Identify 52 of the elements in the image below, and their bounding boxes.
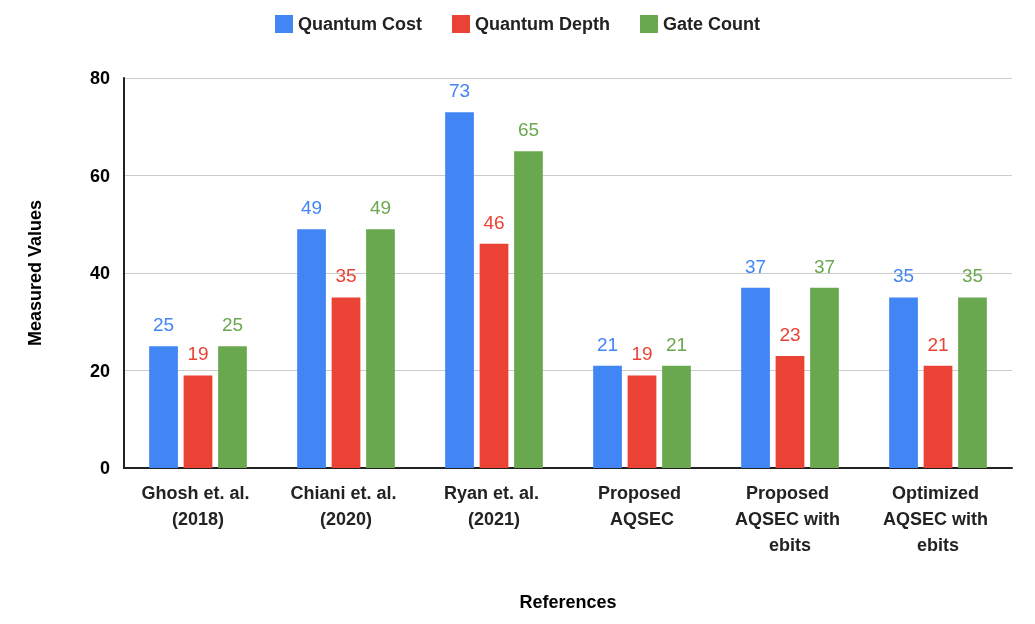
- bar: [593, 365, 622, 468]
- bar: [627, 375, 657, 468]
- legend-label: Quantum Cost: [298, 14, 423, 34]
- y-tick-label: 80: [89, 68, 110, 88]
- bar: [775, 355, 805, 468]
- bar: [958, 297, 987, 468]
- data-label: 35: [961, 265, 984, 287]
- bar: [741, 287, 770, 468]
- data-label: 65: [517, 119, 540, 141]
- bar: [445, 112, 474, 468]
- data-label: 25: [221, 314, 244, 336]
- y-tick-label: 60: [89, 165, 110, 186]
- data-label: 23: [779, 323, 801, 345]
- data-label: 35: [892, 265, 915, 287]
- y-tick-label: 40: [89, 263, 110, 283]
- bar: [810, 287, 839, 468]
- data-label: 49: [300, 197, 323, 219]
- bar: [331, 297, 361, 468]
- data-label: 21: [665, 333, 688, 355]
- y-tick-label: 20: [89, 360, 110, 381]
- bar: [183, 375, 213, 468]
- bar: [662, 365, 691, 468]
- bar: [366, 229, 395, 468]
- data-label: 49: [369, 197, 392, 219]
- x-tick-label: Proposed AQSEC: [597, 483, 687, 529]
- data-label: 19: [631, 343, 653, 365]
- data-label: 37: [744, 255, 767, 277]
- x-tick-label: Chiani et. al. (2020): [290, 483, 402, 529]
- bar: [889, 297, 918, 468]
- data-label: 46: [483, 211, 505, 233]
- data-label: 19: [187, 343, 209, 365]
- data-label: 73: [448, 80, 471, 102]
- data-label: 25: [152, 314, 175, 336]
- data-label: 21: [927, 333, 949, 355]
- data-label: 21: [596, 333, 619, 355]
- legend-label: Gate Count: [663, 14, 760, 34]
- x-tick-label: Ryan et. al. (2021): [443, 483, 545, 529]
- data-label: 37: [813, 255, 836, 277]
- bar: [923, 365, 953, 468]
- legend-label: Quantum Depth: [475, 14, 610, 34]
- x-axis-title: References: [519, 592, 617, 612]
- y-tick-label: 0: [99, 458, 110, 478]
- x-tick-label: Proposed AQSEC with ebits: [734, 483, 846, 555]
- data-label: 35: [335, 265, 357, 287]
- x-tick-label: Ghosh et. al. (2018): [141, 483, 255, 529]
- bar: [149, 346, 178, 468]
- bar: [297, 229, 326, 468]
- bar: [514, 151, 543, 468]
- bar: [479, 243, 509, 468]
- x-tick-label: Optimized AQSEC with ebits: [882, 483, 994, 555]
- y-axis-title: Measured Values: [25, 199, 45, 347]
- bar: [218, 346, 247, 468]
